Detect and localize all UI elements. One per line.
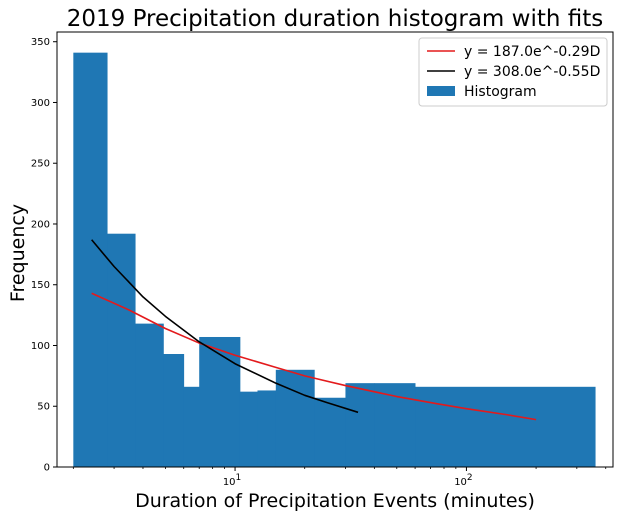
y-tick-label: 250 — [31, 159, 50, 170]
histogram-bar — [415, 386, 596, 467]
chart-title: 2019 Precipitation duration histogram wi… — [67, 6, 604, 32]
x-axis-label: Duration of Precipitation Events (minute… — [135, 490, 535, 512]
legend-label: Histogram — [464, 84, 537, 100]
histogram-bar — [135, 323, 164, 467]
axes-frame — [56, 31, 614, 468]
y-axis-label: Frequency — [7, 204, 29, 302]
axes: 0 50 100 150 200 250 300 350 101 102 — [31, 31, 614, 488]
x-tick-label: 102 — [454, 473, 472, 488]
x-tick-label: 101 — [223, 473, 241, 488]
y-tick-label: 200 — [31, 219, 50, 230]
legend-patch-swatch — [427, 86, 455, 96]
legend: y = 187.0e^-0.29D y = 308.0e^-0.55D Histog… — [418, 37, 608, 107]
x-tick-exponent: 1 — [236, 473, 242, 483]
histogram-bar — [163, 354, 185, 467]
histogram-bar — [239, 391, 258, 467]
legend-box — [418, 37, 608, 107]
histogram-bar — [183, 386, 200, 467]
histogram-bar — [199, 336, 241, 467]
y-tick-label: 350 — [31, 37, 50, 48]
fit-line-black — [91, 239, 359, 414]
histogram-bar — [275, 369, 315, 467]
legend-entry-black-fit: y = 308.0e^-0.55D — [427, 64, 600, 80]
legend-entry-red-fit: y = 187.0e^-0.29D — [427, 44, 600, 60]
x-tick-exponent: 2 — [467, 473, 473, 483]
y-tick-label: 50 — [37, 402, 50, 413]
plot-area — [73, 52, 596, 467]
histogram-bar — [374, 383, 416, 467]
legend-label: y = 187.0e^-0.29D — [464, 44, 600, 60]
histogram-bar — [345, 383, 375, 467]
legend-label: y = 308.0e^-0.55D — [464, 64, 600, 80]
histogram-bar — [107, 233, 136, 467]
y-tick-label: 100 — [31, 341, 50, 352]
fit-line-red — [91, 292, 537, 421]
y-tick-label: 150 — [31, 280, 50, 291]
histogram-bar — [314, 397, 346, 467]
y-tick-label: 300 — [31, 98, 50, 109]
histogram-bar — [257, 390, 277, 467]
histogram-bar — [73, 52, 108, 467]
y-tick-label: 0 — [44, 463, 50, 474]
legend-entry-histogram: Histogram — [427, 84, 537, 100]
